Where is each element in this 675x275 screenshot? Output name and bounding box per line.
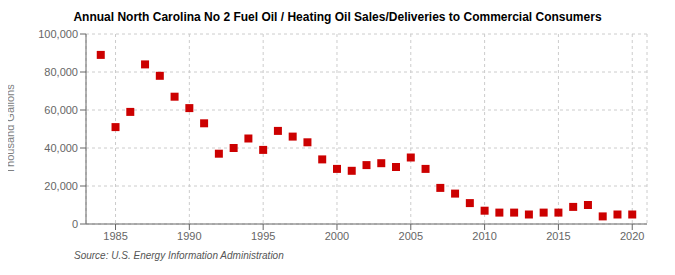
- svg-text:1990: 1990: [177, 230, 201, 242]
- svg-text:60,000: 60,000: [44, 104, 78, 116]
- svg-text:100,000: 100,000: [38, 28, 78, 40]
- svg-text:20,000: 20,000: [44, 180, 78, 192]
- svg-text:2005: 2005: [399, 230, 423, 242]
- svg-text:2020: 2020: [620, 230, 644, 242]
- svg-text:2000: 2000: [325, 230, 349, 242]
- html-text:Annual North Carolina No 2 Fue: Annual North Carolina No 2 Fuel Oil / He…: [73, 10, 602, 24]
- svg-text:1985: 1985: [103, 230, 127, 242]
- svg-text:1995: 1995: [251, 230, 275, 242]
- svg-text:40,000: 40,000: [44, 142, 78, 154]
- svg-text:Thousand Gallons: Thousand Gallons: [8, 84, 16, 174]
- svg-text:80,000: 80,000: [44, 66, 78, 78]
- html-text:Source: U.S. Energy Informatio: Source: U.S. Energy Information Administ…: [74, 250, 284, 261]
- svg-text:2015: 2015: [546, 230, 570, 242]
- svg-text:0: 0: [72, 218, 78, 230]
- svg-text:2010: 2010: [472, 230, 496, 242]
